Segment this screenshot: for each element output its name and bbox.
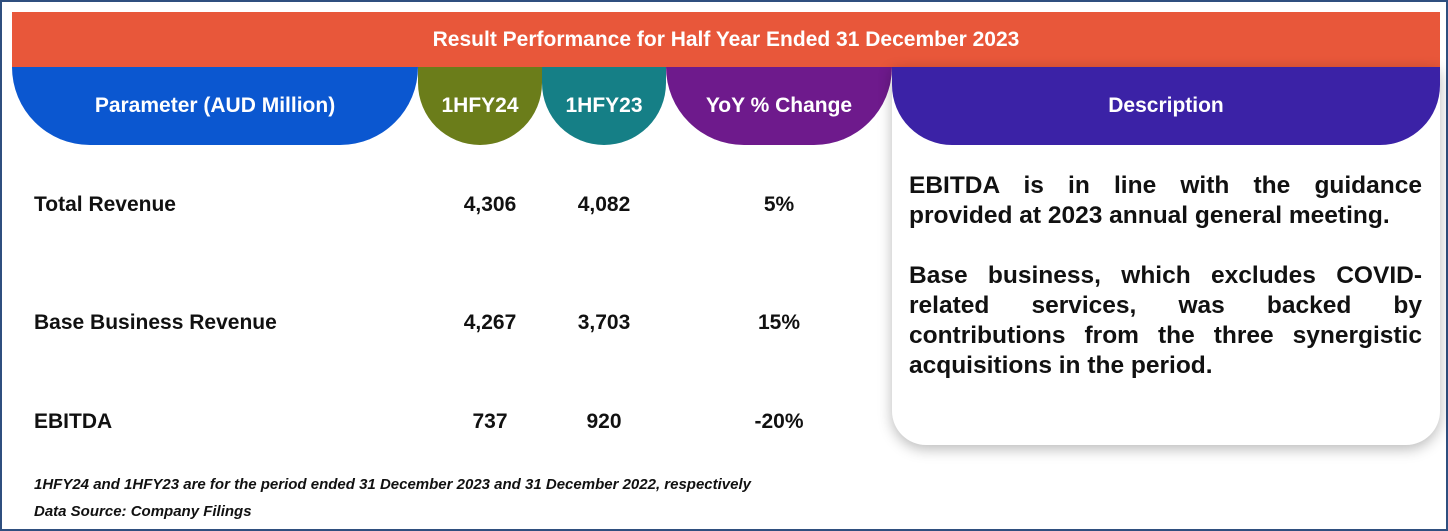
page-title: Result Performance for Half Year Ended 3…	[12, 12, 1440, 67]
table-row-total-revenue: Total Revenue 4,306 4,082 5%	[12, 185, 892, 225]
value-yoy: 15%	[757, 311, 801, 334]
value-1hfy23: 4,082	[577, 193, 631, 216]
header-parameter: Parameter (AUD Million)	[12, 67, 418, 145]
row-label: EBITDA	[34, 410, 113, 433]
row-label: Total Revenue	[34, 193, 176, 216]
row-label: Base Business Revenue	[34, 311, 277, 334]
value-1hfy24: 4,267	[463, 311, 517, 334]
header-1hfy23: 1HFY23	[542, 67, 666, 145]
description-card: Description EBITDA is in line with the g…	[892, 67, 1440, 445]
header-yoy-change: YoY % Change	[666, 67, 892, 145]
table-row-ebitda: EBITDA 737 920 -20%	[12, 402, 892, 442]
description-paragraph-1: EBITDA is in line with the guidance prov…	[909, 172, 1422, 229]
value-1hfy24: 4,306	[463, 193, 517, 216]
value-yoy: 5%	[763, 193, 795, 216]
value-yoy: -20%	[754, 410, 804, 433]
table-row-base-business-revenue: Base Business Revenue 4,267 3,703 15%	[12, 303, 892, 343]
value-1hfy23: 3,703	[577, 311, 631, 334]
header-1hfy24: 1HFY24	[418, 67, 542, 145]
footnote: 1HFY24 and 1HFY23 are for the period end…	[34, 476, 752, 493]
value-1hfy24: 737	[472, 410, 508, 433]
description-paragraph-2: Base business, which excludes COVID-rela…	[909, 262, 1422, 379]
value-1hfy23: 920	[586, 410, 622, 433]
description-text: EBITDA is in line with the guidance prov…	[909, 171, 1422, 411]
header-description: Description	[892, 67, 1440, 145]
data-source: Data Source: Company Filings	[34, 503, 252, 520]
